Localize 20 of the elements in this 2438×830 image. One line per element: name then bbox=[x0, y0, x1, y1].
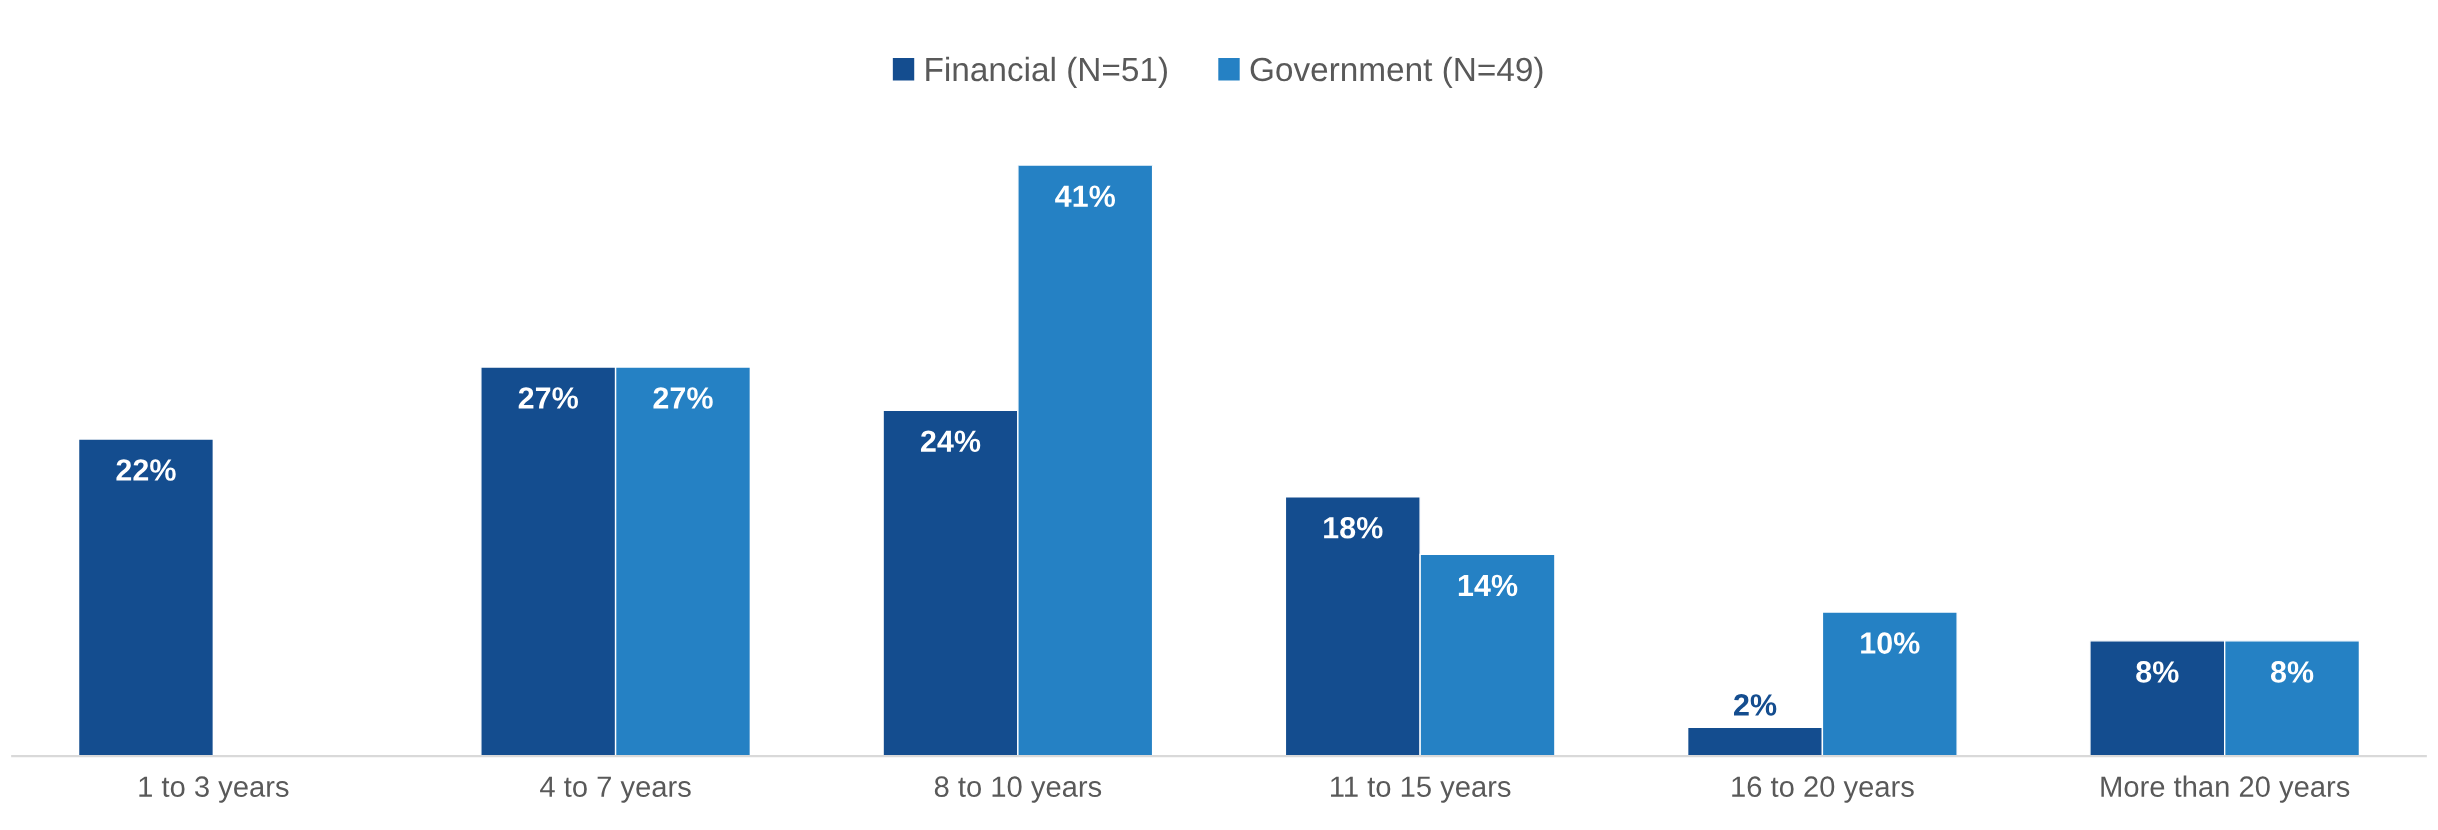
x-tick-label: 11 to 15 years bbox=[1331, 776, 1511, 803]
x-tick-label: 1 to 3 years bbox=[139, 776, 289, 803]
data-label: 10% bbox=[1861, 632, 1920, 654]
legend-label: Government (N=49) bbox=[1250, 56, 1543, 88]
data-label: 22% bbox=[116, 459, 176, 481]
data-label: 18% bbox=[1324, 516, 1383, 539]
data-label: 41% bbox=[1055, 185, 1116, 207]
bar bbox=[77, 438, 215, 757]
x-tick-label: 8 to 10 years bbox=[934, 776, 1102, 803]
data-label: 27% bbox=[518, 387, 578, 409]
data-label: 8% bbox=[2270, 661, 2314, 683]
x-tick-label: More than 20 years bbox=[2101, 775, 2350, 803]
x-tick-label: 4 to 7 years bbox=[540, 776, 691, 803]
data-label: 27% bbox=[653, 387, 713, 409]
legend-label: Financial (N=51) bbox=[926, 56, 1167, 88]
data-label: 8% bbox=[2136, 661, 2179, 683]
data-label: 24% bbox=[920, 430, 981, 453]
data-label: 2% bbox=[1734, 694, 1777, 716]
x-tick-label: 16 to 20 years bbox=[1732, 776, 1914, 803]
data-label: 14% bbox=[1458, 574, 1518, 597]
